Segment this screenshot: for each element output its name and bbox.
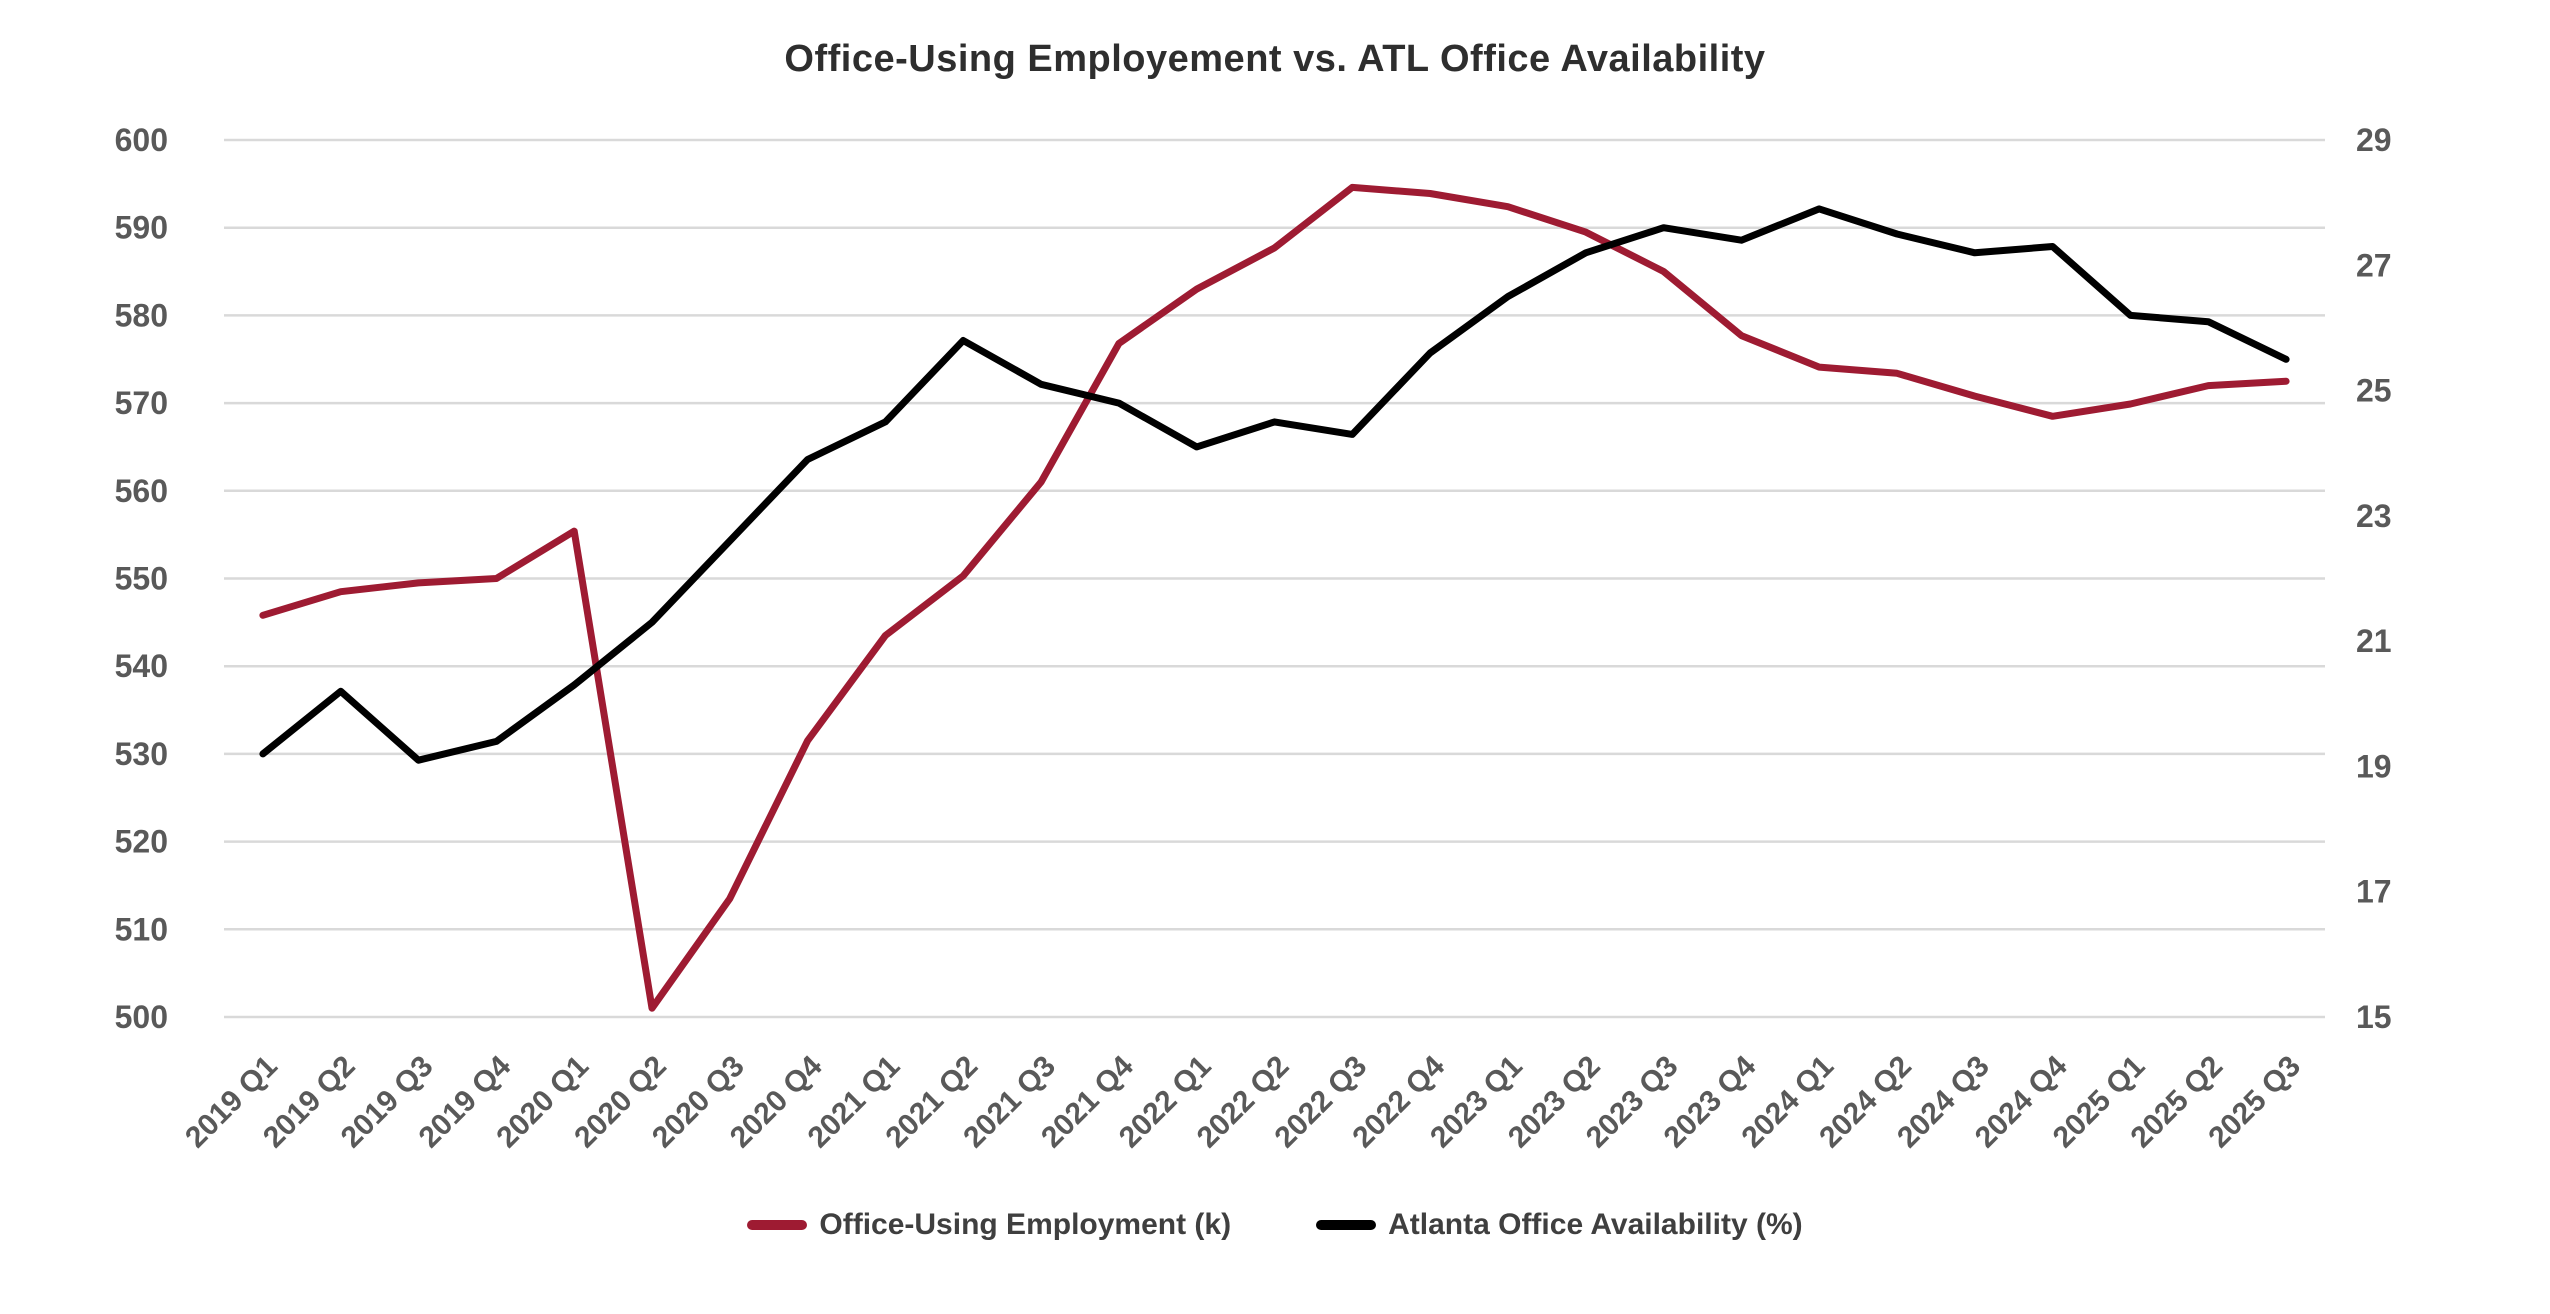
- legend-label: Atlanta Office Availability (%): [1388, 1208, 1803, 1241]
- y-axis-label-left: 560: [115, 473, 168, 509]
- y-axis-label-left: 580: [115, 297, 168, 333]
- y-axis-label-left: 540: [115, 648, 168, 684]
- y-axis-label-left: 600: [115, 122, 168, 158]
- y-axis-label-right: 23: [2356, 498, 2392, 534]
- legend-swatch-availability: [1316, 1220, 1377, 1230]
- legend-label: Office-Using Employment (k): [819, 1208, 1232, 1241]
- series-line-availability: [259, 205, 2290, 764]
- y-axis-label-right: 21: [2356, 623, 2392, 659]
- y-axis-label-left: 570: [115, 385, 168, 421]
- y-axis-label-left: 510: [115, 911, 168, 947]
- y-axis-label-left: 590: [115, 210, 168, 246]
- y-axis-label-right: 17: [2356, 874, 2392, 910]
- legend-swatch-employment: [747, 1220, 808, 1230]
- chart-title: Office-Using Employement vs. ATL Office …: [784, 38, 1766, 80]
- legend-item-employment: Office-Using Employment (k): [747, 1208, 1231, 1242]
- y-axis-label-left: 520: [115, 824, 168, 860]
- series-line-employment: [259, 183, 2290, 1012]
- y-axis-label-left: 550: [115, 561, 168, 597]
- y-axis-label-right: 15: [2356, 999, 2392, 1035]
- y-axis-label-right: 29: [2356, 122, 2392, 158]
- y-axis-label-right: 25: [2356, 373, 2392, 409]
- legend-item-availability: Atlanta Office Availability (%): [1316, 1208, 1803, 1242]
- y-axis-label-right: 27: [2356, 247, 2392, 283]
- y-axis-label-left: 530: [115, 736, 168, 772]
- chart-legend: Office-Using Employment (k) Atlanta Offic…: [0, 1208, 2550, 1242]
- y-axis-label-left: 500: [115, 999, 168, 1035]
- y-axis-label-right: 19: [2356, 748, 2392, 784]
